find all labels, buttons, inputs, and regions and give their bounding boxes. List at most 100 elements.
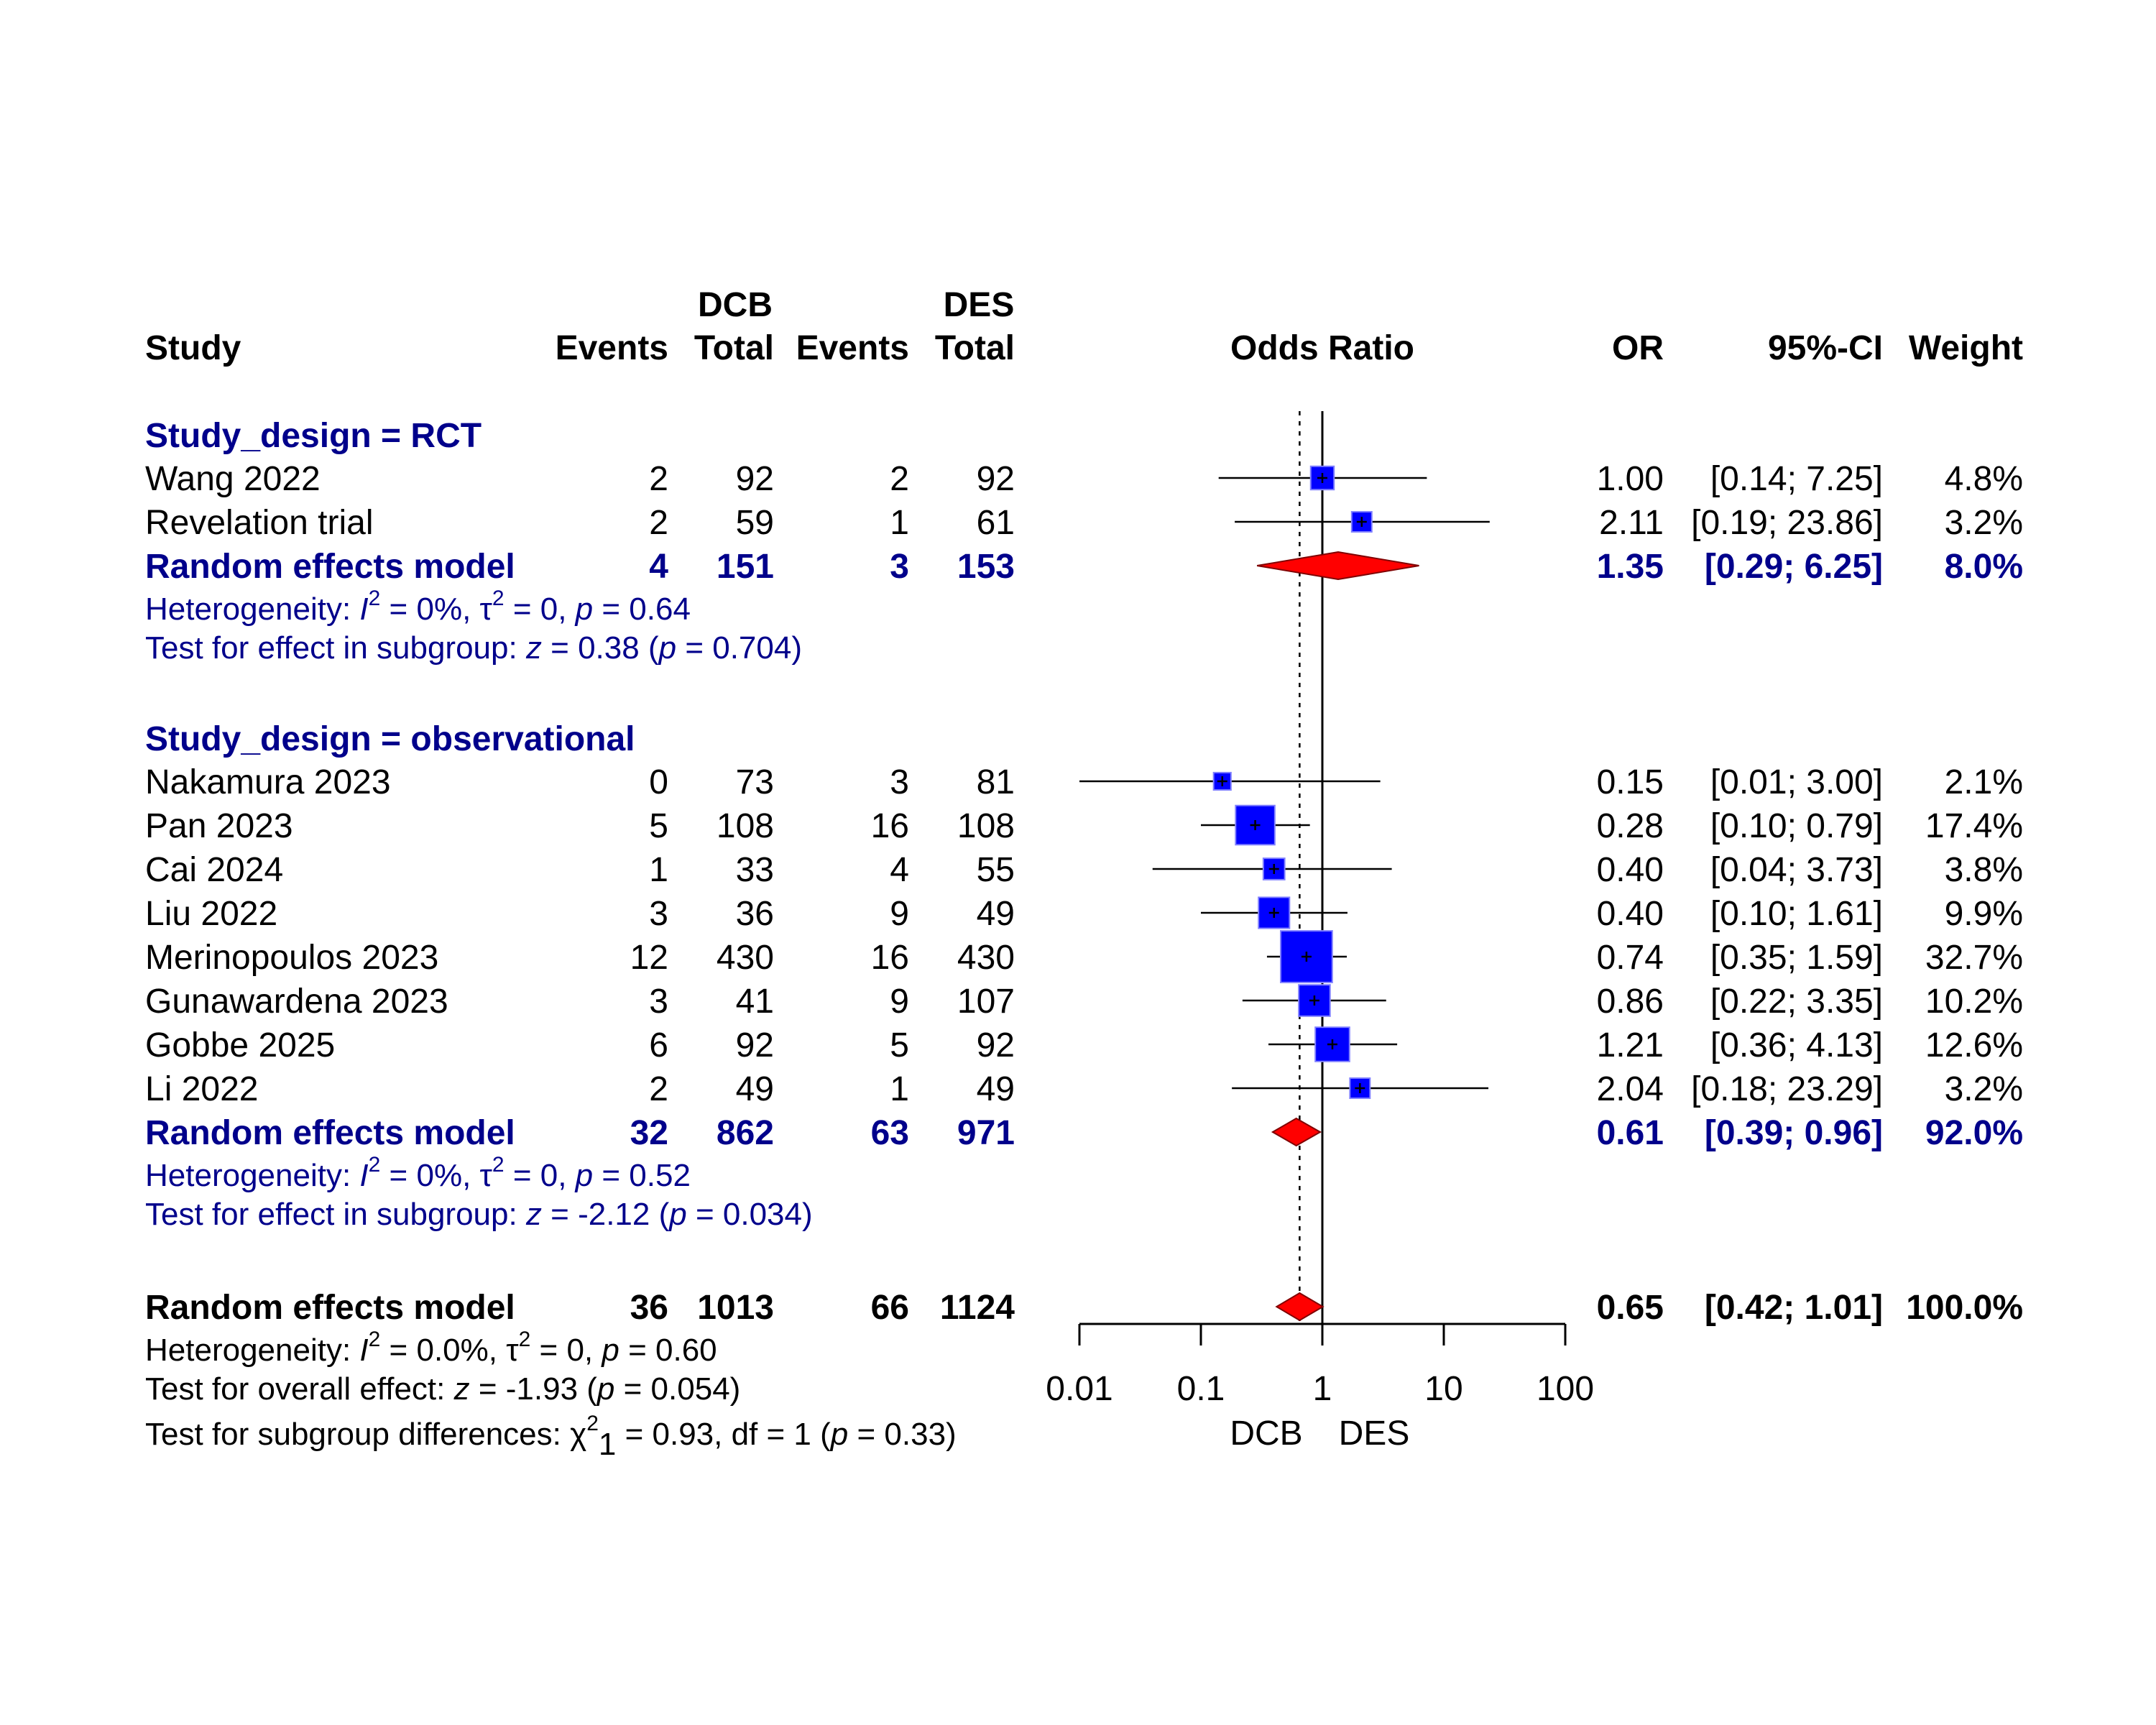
odds-ratio-value: 0.86: [1597, 983, 1664, 1021]
odds-ratio-value: 2.04: [1597, 1070, 1664, 1108]
header-events-1: Events: [556, 329, 668, 367]
total-dcb: 59: [736, 504, 774, 542]
events-des: 5: [890, 1026, 909, 1064]
subgroup-pooled-events-dcb: 4: [649, 548, 668, 586]
total-des: 55: [977, 851, 1015, 889]
x-axis-favours-left: DCB: [1230, 1414, 1302, 1453]
study-name: Wang 2022: [145, 460, 321, 498]
odds-ratio-value: 1.00: [1597, 460, 1664, 498]
total-des: 92: [977, 460, 1015, 498]
x-tick-label: 100: [1537, 1370, 1594, 1408]
header-total-2: Total: [935, 329, 1015, 367]
subgroup-heterogeneity: Heterogeneity: I2 = 0%, τ2 = 0, p = 0.64: [145, 586, 691, 627]
subgroup-pooled-weight: 92.0%: [1925, 1114, 2023, 1152]
odds-ratio-value: 2.11: [1599, 504, 1664, 542]
header-group1: DCB: [698, 286, 773, 324]
x-tick-label: 0.1: [1177, 1370, 1225, 1408]
overall-pooled-events-dcb: 36: [630, 1289, 668, 1327]
study-name: Pan 2023: [145, 807, 293, 845]
study-name: Merinopoulos 2023: [145, 939, 438, 977]
weight-value: 3.2%: [1945, 504, 2023, 542]
events-dcb: 3: [649, 983, 668, 1021]
weight-value: 4.8%: [1945, 460, 2023, 498]
weight-value: 32.7%: [1925, 939, 2023, 977]
study-name: Li 2022: [145, 1070, 258, 1108]
events-des: 2: [890, 460, 909, 498]
header-study: Study: [145, 329, 241, 367]
study-name: Gunawardena 2023: [145, 983, 448, 1021]
overall-heterogeneity: Heterogeneity: I2 = 0.0%, τ2 = 0, p = 0.…: [145, 1328, 717, 1368]
total-des: 49: [977, 895, 1015, 933]
study-name: Revelation trial: [145, 504, 373, 542]
events-dcb: 3: [649, 895, 668, 933]
overall-effect-test: Test for overall effect: z = -1.93 (p = …: [145, 1371, 740, 1407]
subgroup-effect-test: Test for effect in subgroup: z = -2.12 (…: [145, 1197, 813, 1232]
subgroup-pooled-weight: 8.0%: [1945, 548, 2023, 586]
x-tick-label: 1: [1313, 1370, 1332, 1408]
subgroup-pooled-diamond: [1271, 1117, 1322, 1147]
ci-value: [0.19; 23.86]: [1691, 504, 1883, 542]
header-total-1: Total: [694, 329, 774, 367]
ci-value: [0.01; 3.00]: [1710, 763, 1883, 801]
total-dcb: 49: [736, 1070, 774, 1108]
header-weight: Weight: [1909, 329, 2023, 367]
ci-value: [0.36; 4.13]: [1710, 1026, 1883, 1064]
total-des: 92: [977, 1026, 1015, 1064]
study-name: Cai 2024: [145, 851, 283, 889]
events-des: 4: [890, 851, 909, 889]
x-axis-favours-right: DES: [1339, 1414, 1410, 1453]
subgroup-differences-test: Test for subgroup differences: χ21 = 0.9…: [145, 1412, 957, 1462]
events-des: 16: [871, 939, 909, 977]
subgroup-pooled-label: Random effects model: [145, 548, 515, 586]
events-des: 9: [890, 983, 909, 1021]
events-des: 9: [890, 895, 909, 933]
study-name: Gobbe 2025: [145, 1026, 335, 1064]
subgroup-pooled-odds-ratio: 0.61: [1597, 1114, 1664, 1152]
total-des: 61: [977, 504, 1015, 542]
subgroup-pooled-ci: [0.29; 6.25]: [1705, 548, 1883, 586]
total-dcb: 108: [717, 807, 774, 845]
total-dcb: 41: [736, 983, 774, 1021]
ci-value: [0.22; 3.35]: [1710, 983, 1883, 1021]
subgroup-pooled-odds-ratio: 1.35: [1597, 548, 1664, 586]
odds-ratio-value: 0.28: [1597, 807, 1664, 845]
overall-pooled-total-des: 1124: [940, 1289, 1015, 1327]
x-tick-label: 0.01: [1046, 1370, 1112, 1408]
x-tick-label: 10: [1424, 1370, 1462, 1408]
total-des: 81: [977, 763, 1015, 801]
header-ci: 95%-CI: [1768, 329, 1883, 367]
subgroup-title: Study_design = RCT: [145, 417, 482, 455]
total-des: 108: [957, 807, 1015, 845]
events-dcb: 2: [649, 460, 668, 498]
events-dcb: 2: [649, 1070, 668, 1108]
total-dcb: 430: [717, 939, 774, 977]
weight-value: 9.9%: [1945, 895, 2023, 933]
subgroup-heterogeneity: Heterogeneity: I2 = 0%, τ2 = 0, p = 0.52: [145, 1153, 691, 1193]
events-des: 3: [890, 763, 909, 801]
overall-pooled-events-des: 66: [871, 1289, 909, 1327]
total-dcb: 33: [736, 851, 774, 889]
ci-value: [0.10; 1.61]: [1710, 895, 1883, 933]
ci-value: [0.18; 23.29]: [1691, 1070, 1883, 1108]
overall-pooled-weight: 100.0%: [1906, 1289, 2023, 1327]
ci-value: [0.35; 1.59]: [1710, 939, 1883, 977]
subgroup-pooled-diamond: [1256, 551, 1419, 581]
weight-value: 12.6%: [1925, 1026, 2023, 1064]
total-des: 430: [957, 939, 1015, 977]
weight-value: 17.4%: [1925, 807, 2023, 845]
header-group2: DES: [944, 286, 1015, 324]
subgroup-pooled-total-dcb: 151: [717, 548, 774, 586]
events-dcb: 0: [649, 763, 668, 801]
ci-value: [0.10; 0.79]: [1710, 807, 1883, 845]
total-dcb: 36: [736, 895, 774, 933]
overall-pooled-ci: [0.42; 1.01]: [1705, 1289, 1883, 1327]
weight-value: 10.2%: [1925, 983, 2023, 1021]
subgroup-pooled-events-dcb: 32: [630, 1114, 668, 1152]
events-dcb: 1: [649, 851, 668, 889]
weight-value: 2.1%: [1945, 763, 2023, 801]
header-or: OR: [1612, 329, 1664, 367]
events-dcb: 12: [630, 939, 668, 977]
odds-ratio-value: 0.40: [1597, 851, 1664, 889]
total-des: 49: [977, 1070, 1015, 1108]
